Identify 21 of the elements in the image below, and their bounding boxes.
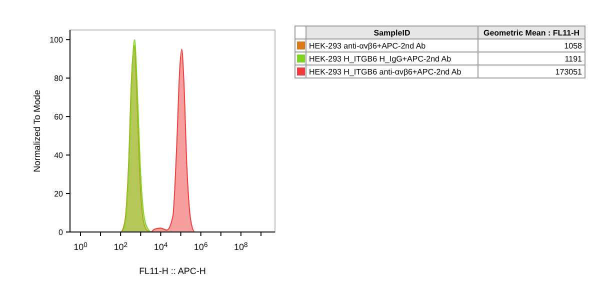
- y-tick-label: 80: [54, 74, 64, 84]
- legend-label: HEK-293 H_ITGB6 H_IgG+APC-2nd Ab: [309, 54, 452, 64]
- y-tick-label: 20: [54, 190, 64, 199]
- y-tick-label: 60: [54, 112, 64, 122]
- x-tick-label: 10$^{8}$: [234, 242, 248, 252]
- x-tick-label: 10$^{0}$: [74, 242, 88, 252]
- y-tick-label: 0: [58, 228, 64, 237]
- y-tick-label: 100: [50, 36, 64, 45]
- x-tick-label: 10$^{2}$: [114, 242, 128, 252]
- x-tick-label: 10$^{6}$: [194, 242, 208, 252]
- x-tick-label: 10$^{4}$: [154, 242, 168, 252]
- legend-title: SampleID: [374, 28, 410, 38]
- legend-label: HEK-293 anti-αvβ6+APC-2nd Ab: [309, 42, 426, 50]
- x-axis-title: FL11-H :: APC-H: [139, 266, 206, 276]
- legend-label: HEK-293 H_ITGB6 anti-αvβ6+APC-2nd Ab: [309, 68, 462, 76]
- y-axis-title: Normalized To Mode: [32, 90, 42, 172]
- text: 1058: [564, 42, 583, 50]
- text: Geometric Mean : FL11-H: [483, 28, 580, 38]
- text: 173051: [555, 68, 583, 76]
- y-tick-label: 40: [54, 151, 64, 160]
- text: 1191: [564, 54, 583, 64]
